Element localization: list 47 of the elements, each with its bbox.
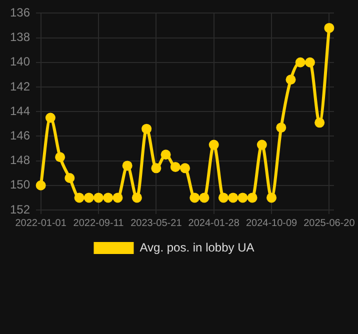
point [132, 192, 142, 203]
point [112, 192, 123, 203]
point [256, 140, 267, 150]
point [199, 192, 210, 203]
point [45, 112, 56, 123]
legend-label: Avg. pos. in lobby UA [140, 240, 254, 254]
y-tick-label: 140 [10, 54, 30, 69]
point [64, 173, 75, 184]
y-tick-label: 150 [10, 178, 30, 192]
point [238, 192, 248, 203]
point [286, 74, 296, 85]
point [247, 192, 258, 203]
y-tick-label: 152 [10, 202, 30, 216]
x-tick-label: 2023-05-21 [130, 218, 182, 229]
point [208, 140, 219, 150]
point [94, 192, 104, 203]
point [324, 22, 334, 33]
point [84, 192, 94, 203]
point [74, 192, 84, 203]
x-tick-label: 2025-06-20 [304, 218, 356, 229]
point [276, 122, 286, 133]
y-tick-label: 136 [10, 6, 30, 20]
y-tick-label: 146 [10, 128, 30, 143]
x-tick-label: 2022-09-11 [73, 218, 124, 229]
point [266, 192, 277, 203]
point [55, 152, 66, 162]
x-tick-label: 2024-10-09 [246, 218, 298, 229]
point [304, 57, 315, 68]
x-tick-label: 2022-01-01 [15, 218, 67, 229]
point [295, 57, 306, 68]
point [190, 192, 200, 203]
point [160, 150, 171, 160]
point [170, 162, 180, 172]
point [103, 192, 114, 203]
point [151, 163, 162, 174]
point [218, 192, 228, 203]
y-tick-label: 142 [10, 79, 30, 94]
point [180, 163, 190, 174]
point [36, 180, 46, 190]
y-tick-label: 138 [10, 30, 30, 44]
point [314, 118, 325, 128]
point [122, 160, 132, 171]
point [142, 124, 152, 134]
y-tick-label: 144 [10, 104, 30, 118]
point [228, 192, 238, 203]
x-tick-label: 2024-01-28 [188, 218, 240, 229]
y-tick-label: 148 [10, 153, 30, 168]
